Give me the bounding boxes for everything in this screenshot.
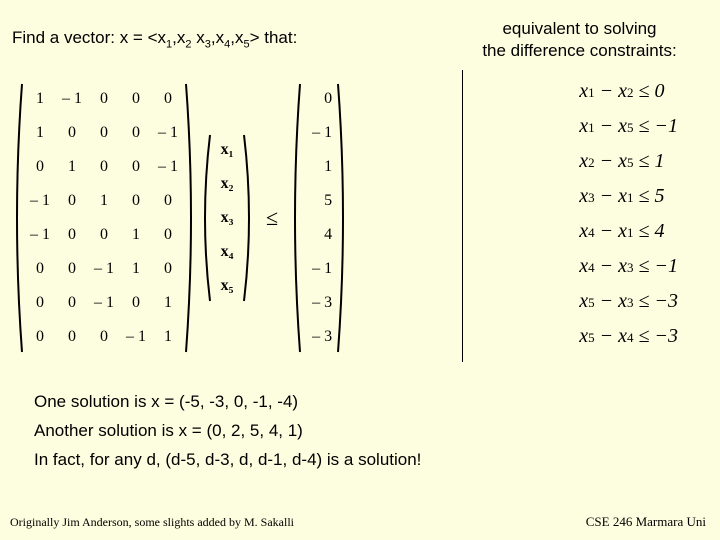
solution-line1: One solution is x = (-5, -3, 0, -1, -4): [34, 388, 421, 417]
vector-b-cell: 5: [302, 184, 336, 218]
matrix-inequality: 1– 10001000– 10100– 1– 10100– 1001000– 1…: [10, 82, 350, 354]
vector-x-cell: x₁: [212, 133, 242, 167]
matrix-cell: 0: [88, 150, 120, 184]
matrix-cell: 0: [88, 82, 120, 116]
vector-b-cell: – 3: [302, 286, 336, 320]
constraint-row: x2 − x5 ≤ 1: [579, 150, 678, 173]
matrix-cell: – 1: [24, 218, 56, 252]
matrix-cell: 0: [88, 320, 120, 354]
matrix-cell: – 1: [120, 320, 152, 354]
matrix-cell: 0: [120, 286, 152, 320]
vector-x-wrap: x₁x₂x₃x₄x₅: [198, 133, 256, 303]
find-vector-prefix: Find a vector: x = <x: [12, 28, 166, 47]
matrix-cell: – 1: [24, 184, 56, 218]
solution-line2: Another solution is x = (0, 2, 5, 4, 1): [34, 417, 421, 446]
vector-x-cell: x₄: [212, 235, 242, 269]
equiv-line1: equivalent to solving: [457, 18, 702, 40]
footer-right: CSE 246 Marmara Uni: [586, 514, 706, 530]
vector-b-wrap: 0– 1154– 1– 3– 3: [288, 82, 350, 354]
solution-line3: In fact, for any d, (d-5, d-3, d, d-1, d…: [34, 446, 421, 475]
constraint-row: x4 − x1 ≤ 4: [579, 220, 678, 243]
matrix-cell: – 1: [88, 286, 120, 320]
matrix-cell: 0: [56, 184, 88, 218]
matrix-cell: 0: [24, 252, 56, 286]
matrix-cell: 0: [152, 82, 184, 116]
vector-b: 0– 1154– 1– 3– 3: [302, 82, 336, 354]
matrix-cell: 0: [56, 320, 88, 354]
matrix-cell: – 1: [56, 82, 88, 116]
vector-x-cell: x₂: [212, 167, 242, 201]
matrix-cell: 1: [56, 150, 88, 184]
matrix-cell: 0: [56, 218, 88, 252]
vector-b-cell: 1: [302, 150, 336, 184]
matrix-cell: 1: [152, 286, 184, 320]
matrix-cell: 0: [56, 286, 88, 320]
matrix-cell: 1: [120, 252, 152, 286]
equiv-line2: the difference constraints:: [457, 40, 702, 62]
matrix-cell: 1: [152, 320, 184, 354]
matrix-cell: 0: [120, 116, 152, 150]
matrix-cell: 0: [24, 150, 56, 184]
find-vector-line: Find a vector: x = <x1,x2 x3,x4,x5> that…: [12, 28, 442, 50]
matrix-cell: 1: [24, 116, 56, 150]
constraint-list: x1 − x2 ≤ 0 x1 − x5 ≤ −1 x2 − x5 ≤ 1 x3 − x…: [579, 80, 678, 360]
vector-b-cell: – 1: [302, 116, 336, 150]
equivalent-block: equivalent to solving the difference con…: [457, 18, 702, 62]
matrix-cell: 0: [120, 150, 152, 184]
matrix-cell: 0: [88, 218, 120, 252]
constraint-row: x1 − x5 ≤ −1: [579, 115, 678, 138]
matrix-cell: 0: [120, 82, 152, 116]
vector-x: x₁x₂x₃x₄x₅: [212, 133, 242, 303]
constraint-row: x5 − x4 ≤ −3: [579, 325, 678, 348]
matrix-cell: 0: [24, 320, 56, 354]
matrix-cell: 0: [120, 184, 152, 218]
vector-x-cell: x₅: [212, 269, 242, 303]
matrix-cell: – 1: [88, 252, 120, 286]
vertical-divider: [462, 70, 463, 362]
matrix-cell: 0: [56, 252, 88, 286]
vector-x-cell: x₃: [212, 201, 242, 235]
matrix-cell: 0: [24, 286, 56, 320]
vector-b-cell: 0: [302, 82, 336, 116]
footer-left: Originally Jim Anderson, some slights ad…: [10, 515, 294, 530]
matrix-cell: 0: [56, 116, 88, 150]
vector-b-cell: 4: [302, 218, 336, 252]
vector-b-cell: – 1: [302, 252, 336, 286]
solutions-block: One solution is x = (-5, -3, 0, -1, -4) …: [34, 388, 421, 475]
constraint-row: x4 − x3 ≤ −1: [579, 255, 678, 278]
vector-b-cell: – 3: [302, 320, 336, 354]
matrix-a: 1– 10001000– 10100– 1– 10100– 1001000– 1…: [24, 82, 184, 354]
constraint-row: x5 − x3 ≤ −3: [579, 290, 678, 313]
constraint-row: x3 − x1 ≤ 5: [579, 185, 678, 208]
matrix-cell: – 1: [152, 116, 184, 150]
matrix-a-wrap: 1– 10001000– 10100– 1– 10100– 1001000– 1…: [10, 82, 198, 354]
matrix-cell: 0: [152, 252, 184, 286]
matrix-cell: – 1: [152, 150, 184, 184]
matrix-cell: 0: [152, 218, 184, 252]
matrix-cell: 1: [120, 218, 152, 252]
matrix-cell: 0: [88, 116, 120, 150]
matrix-cell: 1: [88, 184, 120, 218]
constraint-row: x1 − x2 ≤ 0: [579, 80, 678, 103]
le-symbol: ≤: [266, 205, 278, 231]
matrix-cell: 0: [152, 184, 184, 218]
matrix-cell: 1: [24, 82, 56, 116]
